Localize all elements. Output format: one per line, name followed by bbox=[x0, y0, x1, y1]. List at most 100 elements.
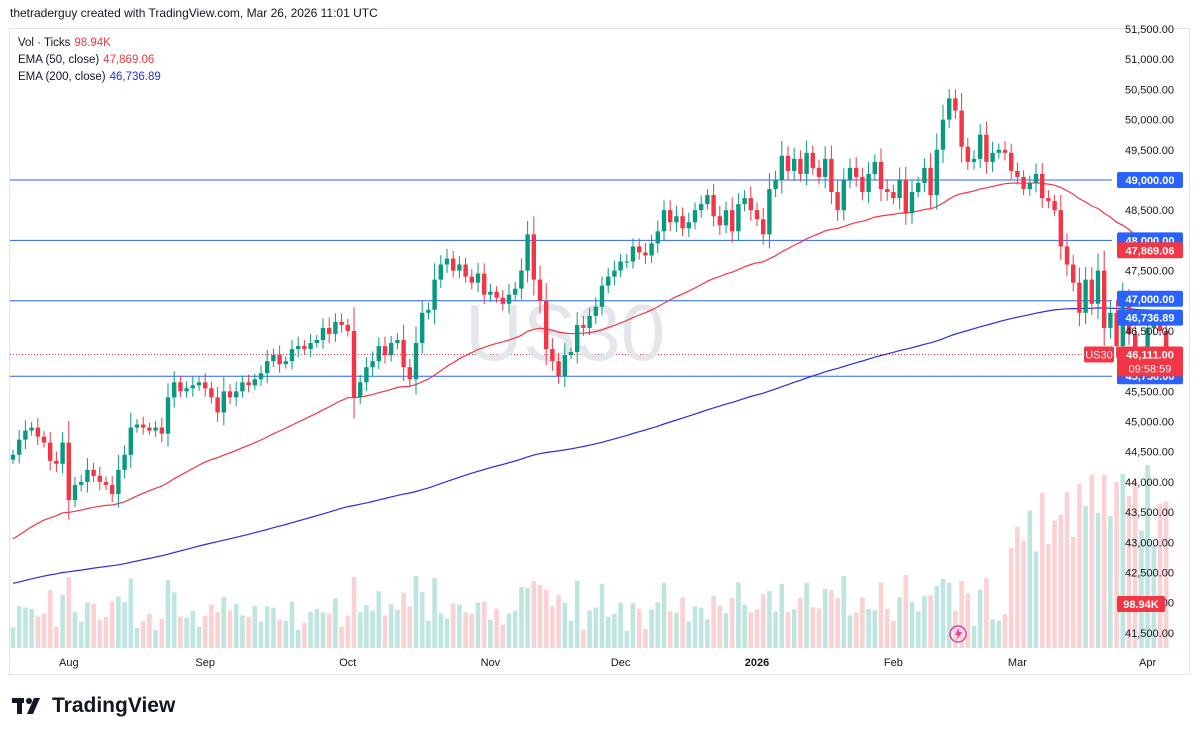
candle[interactable] bbox=[475, 263, 481, 293]
candle[interactable] bbox=[934, 133, 939, 210]
candle[interactable] bbox=[903, 166, 908, 225]
candle[interactable] bbox=[649, 234, 654, 264]
candle[interactable] bbox=[1077, 267, 1082, 327]
candle[interactable] bbox=[165, 383, 171, 447]
candle[interactable] bbox=[792, 147, 797, 181]
candle[interactable] bbox=[928, 152, 933, 209]
candle[interactable] bbox=[122, 445, 127, 479]
candle[interactable] bbox=[779, 140, 784, 194]
candle[interactable] bbox=[550, 338, 555, 371]
candle[interactable] bbox=[41, 431, 47, 448]
candle[interactable] bbox=[203, 373, 208, 397]
candle[interactable] bbox=[699, 195, 704, 218]
candle[interactable] bbox=[358, 374, 363, 405]
candle[interactable] bbox=[314, 334, 319, 348]
candle[interactable] bbox=[79, 474, 84, 492]
candle[interactable] bbox=[965, 137, 970, 171]
candle[interactable] bbox=[10, 449, 16, 464]
candle[interactable] bbox=[482, 263, 487, 304]
candle[interactable] bbox=[1089, 267, 1094, 316]
candle[interactable] bbox=[1027, 175, 1032, 196]
candle[interactable] bbox=[531, 216, 536, 296]
candle[interactable] bbox=[246, 374, 251, 393]
candle[interactable] bbox=[345, 318, 350, 337]
candle[interactable] bbox=[978, 124, 983, 169]
candle[interactable] bbox=[568, 347, 574, 360]
candle[interactable] bbox=[17, 430, 22, 464]
candle[interactable] bbox=[984, 121, 989, 174]
candle[interactable] bbox=[407, 358, 412, 387]
candle[interactable] bbox=[736, 193, 741, 242]
candle[interactable] bbox=[395, 332, 400, 350]
candle[interactable] bbox=[35, 418, 40, 446]
candle[interactable] bbox=[841, 168, 846, 221]
candle[interactable] bbox=[971, 150, 977, 170]
candle[interactable] bbox=[66, 420, 71, 520]
candle[interactable] bbox=[289, 339, 295, 370]
candle[interactable] bbox=[426, 302, 431, 320]
candle[interactable] bbox=[184, 381, 189, 398]
candle[interactable] bbox=[134, 418, 140, 433]
candle[interactable] bbox=[227, 384, 233, 404]
candle[interactable] bbox=[1033, 163, 1039, 193]
legend-ema200[interactable]: EMA (200, close) 46,736.89 bbox=[18, 69, 165, 86]
candle[interactable] bbox=[872, 154, 877, 181]
candle[interactable] bbox=[240, 375, 245, 398]
candle[interactable] bbox=[680, 207, 685, 237]
candle[interactable] bbox=[432, 263, 437, 325]
candle[interactable] bbox=[1064, 233, 1070, 277]
candle[interactable] bbox=[382, 336, 388, 364]
candle[interactable] bbox=[116, 454, 121, 508]
candle[interactable] bbox=[916, 176, 921, 198]
candle[interactable] bbox=[624, 254, 629, 269]
candle[interactable] bbox=[1021, 170, 1026, 196]
candle[interactable] bbox=[1046, 190, 1051, 209]
candle[interactable] bbox=[1040, 162, 1045, 208]
candle[interactable] bbox=[327, 317, 332, 344]
candle[interactable] bbox=[153, 420, 158, 437]
candle[interactable] bbox=[909, 179, 915, 225]
candle[interactable] bbox=[891, 184, 896, 205]
candle[interactable] bbox=[947, 89, 952, 128]
candle[interactable] bbox=[798, 150, 803, 182]
candle[interactable] bbox=[389, 335, 394, 362]
candle[interactable] bbox=[922, 158, 927, 192]
candle[interactable] bbox=[835, 180, 840, 221]
candle[interactable] bbox=[767, 173, 772, 249]
tradingview-logo[interactable]: TradingView bbox=[12, 694, 175, 718]
candle[interactable] bbox=[103, 476, 109, 490]
candle[interactable] bbox=[209, 381, 214, 404]
candle[interactable] bbox=[457, 256, 462, 279]
candle[interactable] bbox=[723, 201, 729, 234]
candle[interactable] bbox=[686, 212, 691, 237]
candle[interactable] bbox=[196, 376, 202, 391]
candle[interactable] bbox=[953, 89, 958, 119]
candle[interactable] bbox=[271, 348, 276, 368]
candle[interactable] bbox=[537, 265, 543, 314]
chart-area[interactable] bbox=[9, 28, 1190, 675]
candle[interactable] bbox=[97, 466, 102, 491]
candle[interactable] bbox=[23, 420, 28, 449]
candle[interactable] bbox=[773, 171, 778, 198]
candle[interactable] bbox=[866, 161, 871, 203]
candle[interactable] bbox=[1083, 267, 1088, 325]
candle[interactable] bbox=[711, 183, 716, 227]
candle[interactable] bbox=[599, 276, 605, 316]
candle[interactable] bbox=[277, 345, 282, 373]
candle[interactable] bbox=[581, 316, 586, 336]
candle[interactable] bbox=[215, 386, 220, 422]
candle[interactable] bbox=[692, 202, 698, 230]
candle[interactable] bbox=[1015, 162, 1020, 185]
candle[interactable] bbox=[556, 352, 561, 384]
candle[interactable] bbox=[438, 255, 443, 289]
candle[interactable] bbox=[147, 422, 152, 435]
candle[interactable] bbox=[544, 283, 549, 365]
candle[interactable] bbox=[1108, 301, 1113, 339]
candle[interactable] bbox=[643, 242, 648, 264]
candle[interactable] bbox=[612, 260, 617, 286]
candle[interactable] bbox=[1114, 299, 1119, 358]
candle[interactable] bbox=[1052, 194, 1057, 216]
candle[interactable] bbox=[1009, 143, 1014, 180]
candle[interactable] bbox=[742, 190, 747, 212]
